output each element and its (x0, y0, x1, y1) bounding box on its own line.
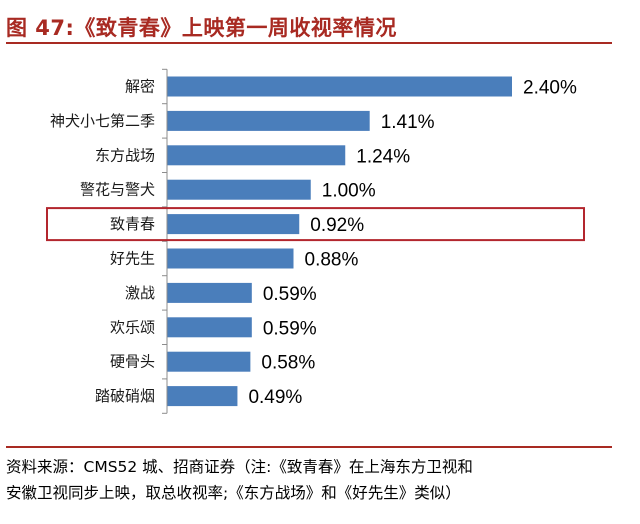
bar-6 (167, 248, 294, 269)
value-label: 1.24% (356, 146, 410, 167)
value-label: 0.59% (263, 284, 317, 305)
bar-1 (167, 76, 512, 97)
bar-8 (167, 317, 252, 338)
source-line-1: 资料来源：CMS52 城、招商证券（注:《致青春》在上海东方卫视和 (6, 458, 473, 476)
category-label: 致青春 (110, 215, 155, 233)
bar-5 (167, 214, 300, 235)
category-label: 欢乐颂 (110, 318, 155, 336)
category-label: 激战 (125, 284, 155, 302)
bar-9 (167, 351, 251, 372)
value-label: 0.49% (248, 387, 302, 408)
category-label: 警花与警犬 (80, 181, 155, 199)
bar-7 (167, 282, 252, 303)
value-label: 0.88% (305, 250, 359, 271)
category-label: 踏破硝烟 (95, 387, 155, 405)
bar-10 (167, 386, 238, 407)
source-line-2: 安徽卫视同步上映，取总收视率;《东方战场》和《好先生》类似） (6, 484, 461, 502)
title-rule (6, 42, 612, 44)
source-rule (6, 446, 612, 448)
value-label: 0.58% (261, 353, 315, 374)
bar-4 (167, 179, 311, 200)
bar-3 (167, 145, 346, 166)
y-axis-ticks (162, 68, 167, 414)
value-label: 2.40% (523, 78, 577, 99)
category-label: 东方战场 (95, 146, 155, 164)
category-label: 解密 (125, 78, 155, 96)
figure-title: 图 47:《致青春》上映第一周收视率情况 (6, 16, 397, 40)
highlight-box (46, 207, 585, 242)
value-label: 1.41% (381, 112, 435, 133)
value-label: 0.92% (310, 215, 364, 236)
value-label: 1.00% (322, 181, 376, 202)
category-label: 硬骨头 (110, 353, 155, 371)
value-label: 0.59% (263, 318, 317, 339)
bar-chart: 解密 2.40% 神犬小七第二季 1.41% 东方战场 1.24% 警花与警犬 1.00% 致青… (46, 68, 585, 414)
category-label: 好先生 (110, 250, 155, 268)
category-label: 神犬小七第二季 (50, 112, 155, 130)
bars-layer: 解密 2.40% 神犬小七第二季 1.41% 东方战场 1.24% 警花与警犬 1.00% 致青… (50, 76, 577, 408)
source-note: 资料来源：CMS52 城、招商证券（注:《致青春》在上海东方卫视和 安徽卫视同步… (6, 454, 616, 506)
bar-2 (167, 110, 370, 131)
